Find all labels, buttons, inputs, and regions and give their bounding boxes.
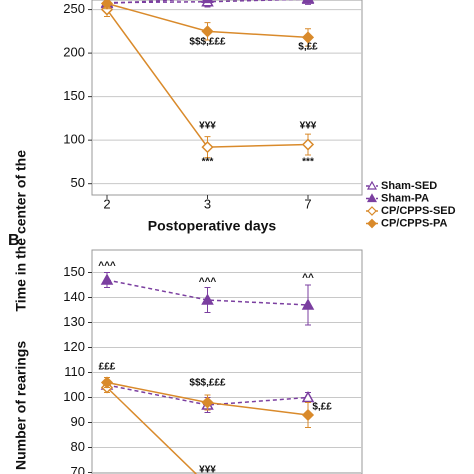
legend-marker bbox=[368, 195, 376, 202]
panel-label: B bbox=[8, 232, 20, 249]
annotation: *** bbox=[202, 157, 214, 168]
legend-label: CP/CPPS-PA bbox=[381, 217, 447, 229]
annotation: ¥¥¥ bbox=[199, 465, 216, 474]
legend-marker bbox=[368, 220, 376, 228]
annotation: ^^^ bbox=[199, 277, 217, 288]
marker bbox=[303, 0, 313, 2]
annotation: $$$,£££ bbox=[189, 37, 226, 48]
y-tick-label: 250 bbox=[63, 1, 85, 16]
y-tick-label: 100 bbox=[63, 389, 85, 404]
legend-label: Sham-SED bbox=[381, 180, 437, 192]
plot-area bbox=[102, 273, 313, 474]
y-tick-label: 150 bbox=[63, 88, 85, 103]
y-tick-label: 70 bbox=[71, 464, 85, 474]
y-tick-label: 90 bbox=[71, 414, 85, 429]
y-tick-label: 120 bbox=[63, 339, 85, 354]
marker bbox=[203, 0, 213, 2]
y-tick-label: 100 bbox=[63, 132, 85, 147]
annotation: *** bbox=[302, 157, 314, 168]
plot-frame bbox=[92, 250, 362, 474]
marker bbox=[203, 142, 213, 152]
annotation: ¥¥¥ bbox=[300, 121, 317, 132]
annotation: $,££ bbox=[298, 42, 318, 53]
marker bbox=[203, 26, 213, 36]
y-axis-label: Number of rearings bbox=[13, 341, 29, 470]
y-tick-label: 50 bbox=[71, 175, 85, 190]
y-tick-label: 140 bbox=[63, 289, 85, 304]
x-tick-label: 7 bbox=[304, 196, 311, 211]
x-tick-label: 2 bbox=[103, 196, 110, 211]
marker bbox=[102, 275, 112, 284]
y-axis-label: Time in the center of the bbox=[13, 150, 29, 312]
legend-label: CP/CPPS-SED bbox=[381, 205, 456, 217]
annotation: £££ bbox=[99, 362, 116, 373]
x-axis-label: Postoperative days bbox=[148, 218, 277, 234]
legend-marker bbox=[368, 207, 376, 215]
annotation: $,££ bbox=[312, 402, 332, 413]
marker bbox=[303, 140, 313, 150]
y-tick-label: 130 bbox=[63, 314, 85, 329]
y-tick-label: 110 bbox=[64, 364, 85, 379]
x-tick-label: 3 bbox=[204, 196, 211, 211]
plot-area bbox=[102, 0, 313, 158]
plot-frame bbox=[92, 0, 362, 195]
legend-marker bbox=[368, 182, 376, 189]
figure: 50 100 150 200 250 2 3 7 Postoperative days Time … bbox=[0, 0, 474, 474]
series-line bbox=[107, 388, 208, 474]
legend-label: Sham-PA bbox=[381, 192, 429, 204]
y-tick-label: 150 bbox=[63, 264, 85, 279]
annotation: $$$,£££ bbox=[189, 378, 226, 389]
annotation: ¥¥¥ bbox=[199, 121, 216, 132]
annotation: ^^ bbox=[302, 273, 314, 284]
y-tick-label: 80 bbox=[71, 439, 85, 454]
y-tick-label: 200 bbox=[63, 45, 85, 60]
annotation: ^^^ bbox=[98, 261, 116, 272]
